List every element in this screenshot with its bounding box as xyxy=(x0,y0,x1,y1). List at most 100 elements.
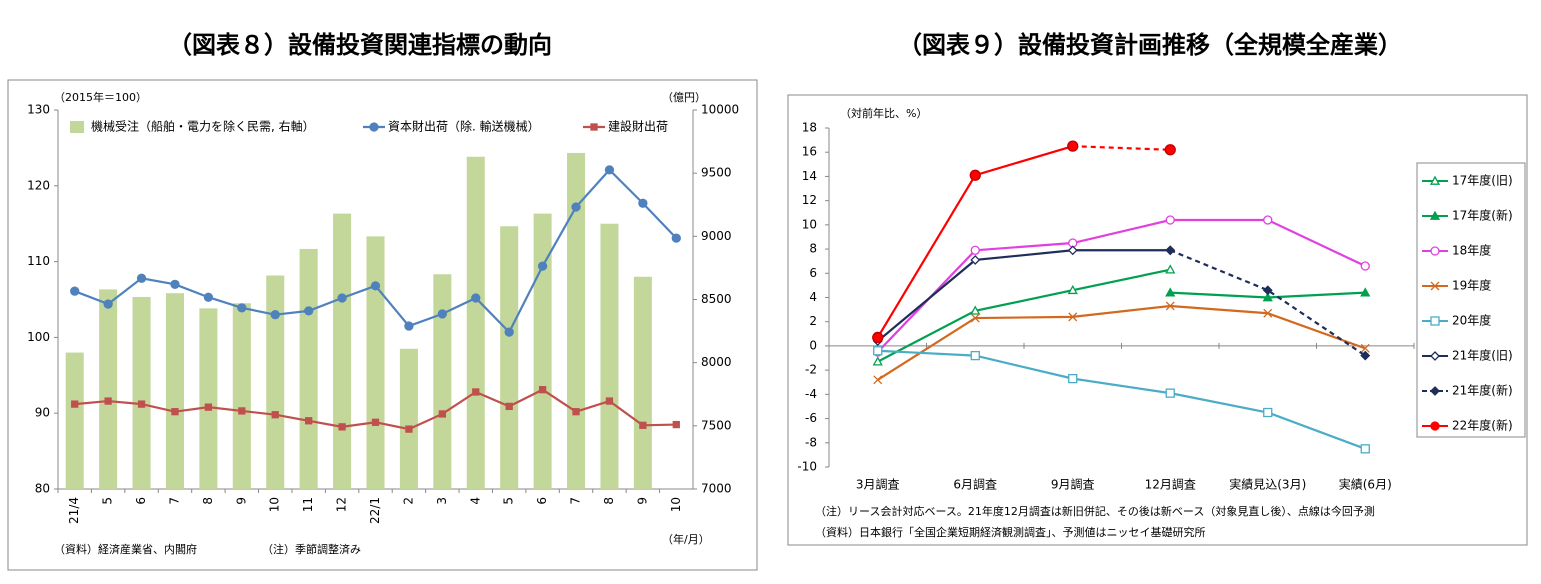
legend-marker xyxy=(1430,386,1440,396)
series-line xyxy=(876,218,1366,353)
bar xyxy=(433,274,452,489)
chart-title: （図表９）設備投資計画推移（全規模全産業） xyxy=(898,31,1402,59)
y-tick-label: 90 xyxy=(35,406,50,420)
x-tick-label: 21/4 xyxy=(67,497,81,524)
point xyxy=(604,165,615,175)
point xyxy=(136,273,147,283)
point xyxy=(237,303,247,313)
point xyxy=(1263,215,1273,225)
legend-label: 機械受注（船舶・電力を除く民需, 右軸） xyxy=(91,119,315,134)
x-tick-label: 10 xyxy=(669,497,683,512)
y-tick-label: 110 xyxy=(27,254,50,268)
point xyxy=(671,233,681,243)
y2-tick-label: 9500 xyxy=(701,166,732,180)
point xyxy=(1165,215,1175,225)
bar xyxy=(266,275,285,489)
legend-label: 22年度(新) xyxy=(1452,418,1513,433)
x-tick-label: 5 xyxy=(101,497,115,505)
point xyxy=(304,306,314,316)
y-tick-label: 120 xyxy=(27,178,50,192)
x-axis-title: （年/月） xyxy=(662,532,710,546)
y-tick-label: 16 xyxy=(802,145,817,159)
point xyxy=(1262,285,1273,296)
series-line xyxy=(877,249,1171,342)
legend-marker xyxy=(1429,210,1441,220)
bar xyxy=(132,296,151,489)
bar xyxy=(466,156,485,489)
x-tick-label: 8 xyxy=(602,497,616,505)
legend-label: 18年度 xyxy=(1452,243,1491,258)
point xyxy=(970,255,981,265)
y2-tick-label: 7500 xyxy=(701,418,732,432)
y-tick-label: 14 xyxy=(802,169,817,183)
x-tick-label: 10 xyxy=(268,497,282,512)
point xyxy=(1164,144,1176,156)
legend-swatch xyxy=(70,121,84,133)
point xyxy=(872,356,883,366)
x-tick-label: 12 xyxy=(335,497,349,512)
y-tick-label: -10 xyxy=(797,460,817,474)
legend-label: 17年度(旧) xyxy=(1452,173,1513,188)
bar xyxy=(333,213,352,490)
x-tick-label: 6 xyxy=(535,497,549,505)
y2-axis-title: （億円） xyxy=(662,91,706,104)
legend-marker xyxy=(590,123,598,131)
x-tick-label: 実績(6月) xyxy=(1339,477,1392,492)
point xyxy=(437,309,447,319)
y-tick-label: 18 xyxy=(802,121,817,135)
legend-marker xyxy=(1430,316,1440,326)
point xyxy=(1360,343,1370,353)
x-tick-label: 8 xyxy=(201,497,215,505)
point xyxy=(969,169,981,181)
point xyxy=(872,331,884,344)
x-tick-label: 7 xyxy=(167,497,181,505)
legend-label: 19年度 xyxy=(1452,278,1491,293)
point xyxy=(970,313,980,323)
x-tick-label: 22/1 xyxy=(368,497,382,524)
y-tick-label: -4 xyxy=(805,387,817,401)
y-tick-label: 10 xyxy=(802,217,817,231)
point xyxy=(104,397,112,405)
bar xyxy=(633,276,652,489)
point xyxy=(337,293,347,303)
point xyxy=(504,327,514,337)
y2-tick-label: 9000 xyxy=(701,229,732,243)
point xyxy=(639,421,647,429)
bar xyxy=(399,348,418,489)
point xyxy=(1165,301,1175,311)
y-tick-label: -2 xyxy=(805,363,817,377)
legend-marker xyxy=(1430,281,1440,291)
y-tick-label: 100 xyxy=(27,330,50,344)
y2-tick-label: 7000 xyxy=(701,482,732,496)
y-tick-label: 80 xyxy=(35,482,50,496)
point xyxy=(970,245,980,255)
point xyxy=(1165,388,1175,398)
point xyxy=(204,403,213,411)
point xyxy=(1263,407,1273,418)
point xyxy=(1165,264,1176,274)
series-line xyxy=(1169,249,1366,357)
point xyxy=(70,286,80,296)
point xyxy=(970,305,981,315)
y-axis-title: （対前年比、%） xyxy=(840,106,927,120)
x-tick-label: 9 xyxy=(635,497,649,505)
x-tick-label: 3月調査 xyxy=(856,478,900,492)
point xyxy=(572,408,580,416)
point xyxy=(605,397,614,405)
x-tick-label: 2 xyxy=(401,497,415,505)
point xyxy=(270,310,280,320)
point xyxy=(405,425,413,433)
legend-label: 建設財出荷 xyxy=(608,119,668,134)
point xyxy=(171,408,179,416)
legend-label: 17年度(新) xyxy=(1452,208,1513,223)
x-tick-label: 6月調査 xyxy=(953,478,997,492)
x-tick-label: 9 xyxy=(234,497,248,505)
legend-marker xyxy=(1430,246,1440,256)
legend-marker xyxy=(1429,175,1441,185)
point xyxy=(471,293,481,303)
point xyxy=(1067,284,1078,295)
point xyxy=(1360,444,1370,454)
note: （注）リース会計対応ベース。21年度12月調査は新旧併記、その後は新ベース（対象… xyxy=(815,504,1375,518)
x-tick-label: 7 xyxy=(569,497,583,505)
